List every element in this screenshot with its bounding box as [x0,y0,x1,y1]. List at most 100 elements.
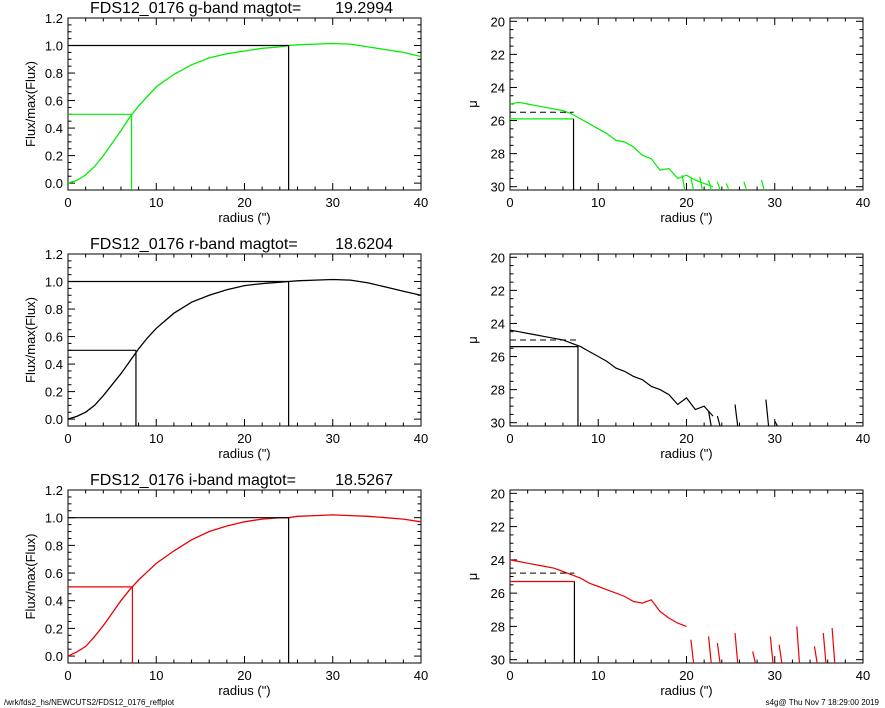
y-tick-label: 0.6 [45,94,63,109]
x-tick-label: 40 [856,431,870,446]
profile-spike [743,181,748,190]
y-tick-label: 22 [491,47,505,62]
x-axis-label: radius (") [218,446,270,461]
profile-spike [796,626,801,663]
x-tick-label: 30 [326,195,340,210]
y-tick-label: 22 [491,520,505,535]
x-tick-label: 10 [591,431,605,446]
x-tick-label: 20 [237,431,251,446]
profile-spike [707,179,712,190]
y-tick-label: 24 [491,553,505,568]
chart-title: FDS12_0176 g-band magtot= [90,0,301,17]
y-tick-label: 30 [491,180,505,195]
x-tick-label: 20 [679,668,693,683]
x-tick-label: 40 [414,668,428,683]
x-tick-label: 0 [64,195,71,210]
y-axis-label: μ [465,336,480,344]
plot-area [510,329,778,426]
profile-line [510,101,714,188]
plot-area [68,278,421,426]
x-axis-label: radius (") [218,210,270,225]
y-tick-label: 28 [491,383,505,398]
chart-i-growth-curve: 0 10 20 30 40 radius (") 0.0 0.2 0.4 0.6 0.8 1.0 1.2… [23,472,428,698]
x-tick-label: 20 [679,195,693,210]
x-axis-label: radius (") [660,446,712,461]
plot-frame [509,489,864,664]
y-tick-label: 0.4 [45,121,63,136]
growth-curve-line [68,42,421,184]
profile-spike [822,633,827,663]
x-tick-label: 30 [326,431,340,446]
x-tick-label: 10 [591,668,605,683]
y-axis-label: Flux/max(Flux) [23,534,38,620]
y-tick-label: 1.0 [45,39,63,54]
profile-spike [716,642,721,663]
y-tick-label: 0.0 [45,176,63,191]
y-tick-label: 26 [491,350,505,365]
y-tick-label: 1.2 [45,247,63,262]
x-tick-label: 10 [149,195,163,210]
chart-g-growth-curve: 0 10 20 30 40 radius (") 0.0 0.2 0.4 0.6 0.8 1.0 1.2… [23,0,428,225]
chart-title: FDS12_0176 r-band magtot= [90,236,298,253]
y-tick-label: 1.0 [45,275,63,290]
x-tick-label: 20 [237,668,251,683]
chart-r-growth-curve: 0 10 20 30 40 radius (") 0.0 0.2 0.4 0.6 0.8 1.0 1.2… [23,236,428,461]
x-tick-label: 20 [679,431,693,446]
x-tick-label: 10 [591,195,605,210]
y-tick-label: 28 [491,619,505,634]
x-tick-label: 40 [414,431,428,446]
x-tick-label: 40 [414,195,428,210]
plot-area [510,559,836,663]
plot-frame [509,17,864,191]
plot-area [510,101,765,190]
growth-curve-line [68,514,421,657]
x-tick-label: 0 [506,195,513,210]
x-tick-label: 0 [64,431,71,446]
profile-spike [760,179,765,190]
x-tick-label: 10 [149,431,163,446]
x-tick-label: 40 [856,668,870,683]
growth-curve-line [68,278,421,420]
y-tick-label: 0.0 [45,412,63,427]
y-axis-label: μ [465,100,480,108]
y-axis-label: Flux/max(Flux) [23,297,38,383]
y-tick-label: 0.6 [45,566,63,581]
footer-timestamp: s4g@ Thu Nov 7 18:29:00 2019 [765,698,879,707]
profile-spike [752,651,756,663]
profile-spike [716,415,721,426]
x-axis-label: radius (") [660,683,712,698]
y-tick-label: 0.8 [45,538,63,553]
y-tick-label: 20 [491,250,505,265]
y-tick-label: 20 [491,14,505,29]
y-tick-label: 0.4 [45,357,63,372]
y-tick-label: 30 [491,416,505,431]
profile-spike [681,175,686,190]
profile-spike [716,181,721,190]
chart-title-value: 19.2994 [335,0,393,17]
x-tick-label: 0 [506,431,513,446]
profile-spike [765,399,770,426]
y-tick-label: 24 [491,316,505,331]
profile-line [510,559,687,627]
y-tick-label: 28 [491,147,505,162]
profile-spike [707,411,712,426]
y-tick-label: 0.0 [45,649,63,664]
y-axis-label: Flux/max(Flux) [23,61,38,147]
footer-path: /wrk/fds2_hs/NEWCUTS2/FDS12_0176_reffplo… [4,698,175,707]
profile-spike [769,636,774,663]
y-tick-label: 22 [491,283,505,298]
chart-title-value: 18.5267 [335,472,393,489]
x-tick-label: 0 [64,668,71,683]
x-tick-label: 20 [237,195,251,210]
x-tick-label: 30 [768,195,782,210]
profile-spike [774,420,778,426]
profile-spike [690,639,695,663]
y-tick-label: 0.2 [45,621,63,636]
y-tick-label: 1.2 [45,483,63,498]
y-tick-label: 20 [491,486,505,501]
plot-area [68,42,421,190]
y-tick-label: 24 [491,80,505,95]
